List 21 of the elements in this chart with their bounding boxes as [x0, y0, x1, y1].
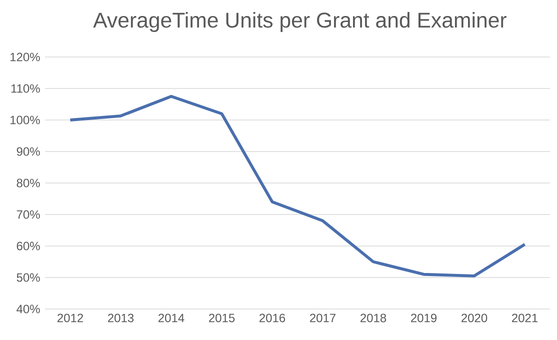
y-tick-label: 90% [16, 147, 40, 156]
chart-title: AverageTime Units per Grant and Examiner [93, 12, 506, 32]
y-tick-label: 70% [16, 210, 40, 219]
x-tick-label: 2018 [360, 314, 386, 322]
x-tick-label: 2019 [411, 314, 437, 322]
y-tick-label: 100% [10, 116, 40, 124]
x-tick-label: 2016 [260, 314, 286, 322]
x-tick-label: 2020 [462, 314, 488, 322]
x-tick-label: 2015 [209, 314, 235, 322]
x-tick-label: 2013 [108, 314, 134, 322]
y-tick-label: 80% [16, 178, 40, 188]
x-tick-label: 2012 [58, 314, 83, 322]
y-tick-label: 40% [16, 304, 40, 314]
line-series [68, 94, 526, 278]
x-tick-label: 2021 [512, 314, 538, 322]
y-tick-label: 60% [16, 242, 40, 250]
x-tick-label: 2017 [310, 314, 336, 322]
x-tick-label: 2014 [158, 314, 184, 322]
y-tick-label: 120% [10, 52, 40, 62]
y-tick-label: 110% [11, 84, 40, 93]
y-tick-label: 50% [16, 273, 40, 282]
